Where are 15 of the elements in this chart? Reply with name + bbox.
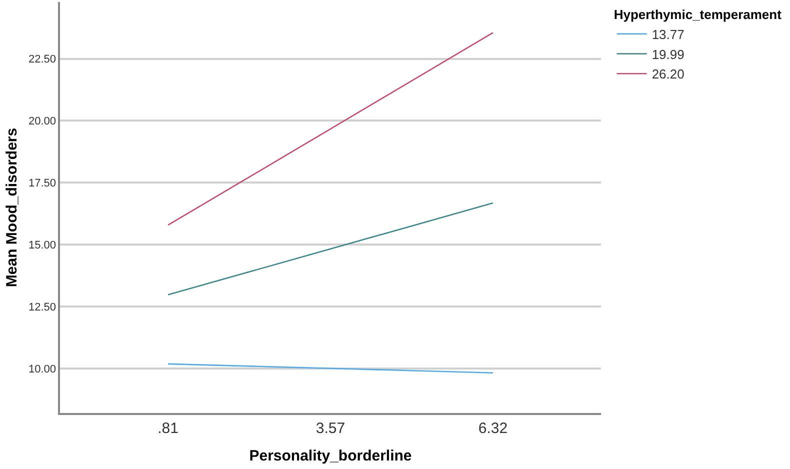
y-tick-label: 22.50 bbox=[28, 54, 56, 66]
legend-label: 13.77 bbox=[652, 26, 684, 42]
legend-label: 26.20 bbox=[652, 66, 684, 82]
x-axis-title: Personality_borderline bbox=[249, 447, 412, 464]
x-tick-label: 6.32 bbox=[478, 420, 508, 437]
y-tick-label: 17.50 bbox=[28, 178, 56, 190]
y-tick-label: 12.50 bbox=[28, 302, 56, 314]
legend-title: Hyperthymic_temperament bbox=[614, 6, 782, 22]
y-axis-title: Mean Mood_disorders bbox=[3, 128, 20, 288]
y-tick-label: 10.00 bbox=[28, 363, 56, 376]
y-tick-label: 20.00 bbox=[28, 116, 56, 128]
x-tick-label: 3.57 bbox=[316, 420, 346, 437]
x-tick-label: .81 bbox=[158, 420, 178, 437]
y-tick-label: 15.00 bbox=[28, 240, 56, 252]
legend-label: 19.99 bbox=[652, 46, 684, 62]
